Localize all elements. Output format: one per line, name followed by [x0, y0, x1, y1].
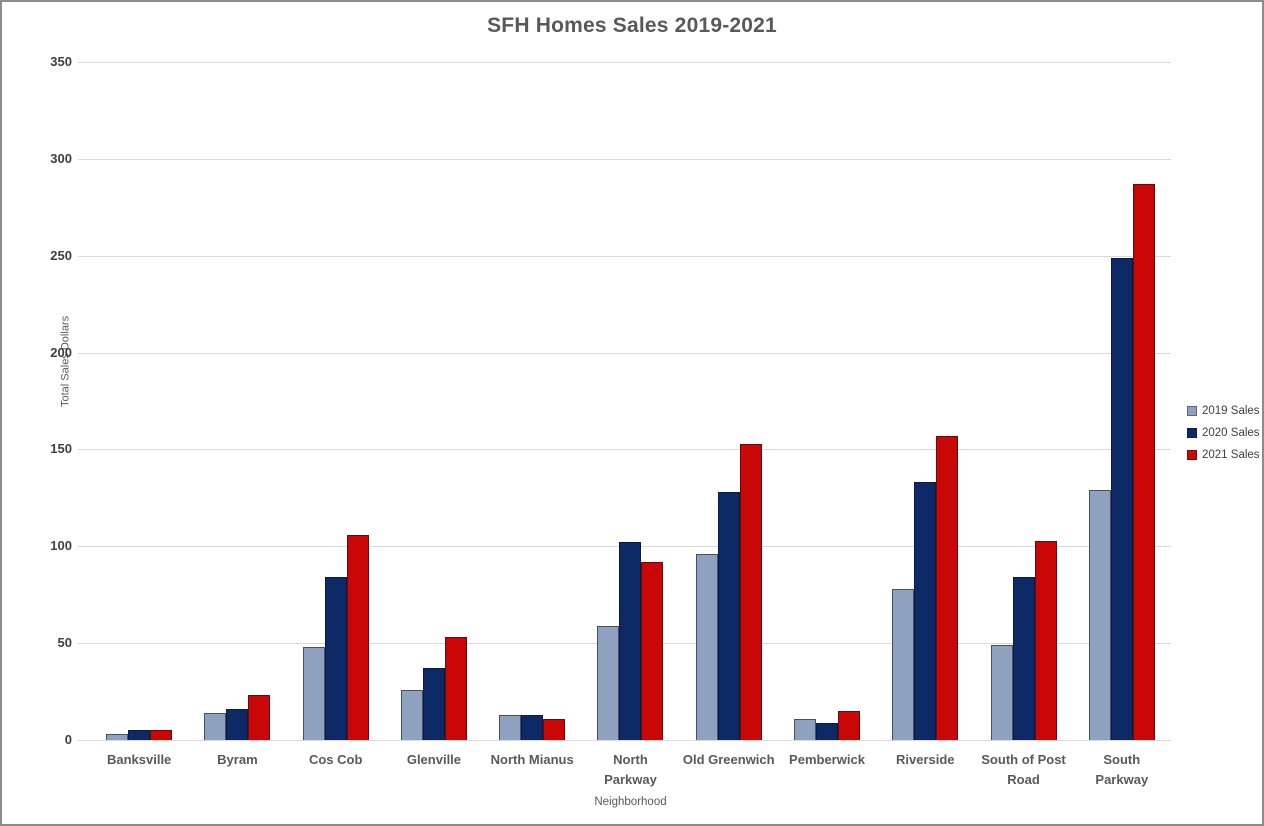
bar-2021-sales-pemberwick[interactable] — [837, 710, 860, 740]
category-label-north-parkway: North Parkway — [604, 752, 657, 788]
bar-2019-sales-north-parkway[interactable] — [597, 625, 620, 740]
x-axis-category-labels: Banksville Byram Cos Cob Glenville North Mia… — [90, 750, 1171, 790]
gridline-200 — [78, 352, 1171, 354]
category-label-banksville: Banksville — [106, 752, 172, 767]
bar-group-south-of-post-road — [974, 62, 1072, 740]
x-axis-title: Neighborhood — [594, 796, 667, 808]
bar-2020-sales-banksville[interactable] — [128, 730, 151, 740]
y-tick-label-0: 0 — [64, 732, 72, 747]
bar-2019-sales-banksville[interactable] — [106, 734, 129, 740]
category-label-pemberwick: Pemberwick — [789, 752, 865, 767]
y-tick-label-150: 150 — [50, 441, 72, 457]
bar-2021-sales-north-parkway[interactable] — [641, 561, 664, 740]
legend: 2019 Sales 2020 Sales 2021 Sales — [1187, 405, 1260, 461]
bar-2020-sales-pemberwick[interactable] — [815, 722, 838, 740]
bar-2021-sales-banksville[interactable] — [150, 730, 173, 740]
gridline-250 — [78, 255, 1171, 257]
bar-2020-sales-riverside[interactable] — [914, 482, 937, 740]
gridline-350 — [78, 62, 1171, 63]
category-label-glenville: Glenville — [406, 752, 462, 767]
legend-label: 2021 Sales — [1202, 449, 1260, 461]
bar-group-cos-cob — [287, 62, 385, 740]
gridline-0 — [78, 740, 1171, 741]
bar-2021-sales-cos-cob[interactable] — [346, 534, 369, 740]
bar-2020-sales-south-of-post-road[interactable] — [1012, 577, 1035, 740]
category-label-north-mianus: North Mianus — [490, 752, 574, 767]
bar-2019-sales-glenville[interactable] — [400, 689, 423, 740]
bar-2020-sales-glenville[interactable] — [422, 668, 445, 740]
y-axis-title: Total Sales Dollars — [59, 315, 72, 407]
bar-group-byram — [188, 62, 286, 740]
legend-label: 2020 Sales — [1202, 427, 1260, 439]
bar-2019-sales-byram[interactable] — [204, 712, 227, 740]
legend-swatch-icon — [1187, 406, 1197, 416]
bar-2020-sales-old-greenwich[interactable] — [717, 492, 740, 740]
bar-group-old-greenwich — [680, 62, 778, 740]
bar-2019-sales-south-parkway[interactable] — [1088, 490, 1111, 740]
bar-group-pemberwick — [778, 62, 876, 740]
bar-2019-sales-pemberwick[interactable] — [793, 718, 816, 740]
bar-2020-sales-byram[interactable] — [226, 709, 249, 740]
bar-2021-sales-north-mianus[interactable] — [543, 718, 566, 740]
bar-2021-sales-south-of-post-road[interactable] — [1034, 540, 1057, 740]
bar-2021-sales-glenville[interactable] — [444, 637, 467, 740]
bar-2019-sales-south-of-post-road[interactable] — [990, 645, 1013, 740]
bar-group-banksville — [90, 62, 188, 740]
y-tick-label-300: 300 — [50, 150, 72, 166]
bar-2020-sales-north-parkway[interactable] — [619, 542, 642, 740]
bar-2019-sales-north-mianus[interactable] — [499, 714, 522, 740]
category-label-south-of-post-road: South of Post Road — [981, 752, 1066, 788]
legend-item-2019-sales[interactable]: 2019 Sales — [1187, 405, 1260, 417]
y-tick-label-50: 50 — [57, 635, 72, 651]
bar-group-north-parkway — [581, 62, 679, 740]
gridline-150 — [78, 449, 1171, 451]
legend-item-2020-sales[interactable]: 2020 Sales — [1187, 427, 1260, 439]
bar-group-south-parkway — [1073, 62, 1171, 740]
category-label-byram: Byram — [217, 752, 258, 767]
gridline-300 — [78, 158, 1171, 160]
y-tick-label-350: 350 — [50, 54, 72, 69]
y-tick-label-200: 200 — [50, 344, 72, 360]
bar-2019-sales-riverside[interactable] — [892, 588, 915, 740]
category-label-cos-cob: Cos Cob — [308, 752, 363, 767]
bar-2021-sales-old-greenwich[interactable] — [739, 443, 762, 740]
legend-label: 2019 Sales — [1202, 405, 1260, 417]
bar-2021-sales-south-parkway[interactable] — [1132, 184, 1155, 740]
category-label-riverside: Riverside — [895, 752, 955, 767]
bar-group-glenville — [385, 62, 483, 740]
legend-item-2021-sales[interactable]: 2021 Sales — [1187, 449, 1260, 461]
bar-2021-sales-byram[interactable] — [248, 695, 271, 740]
y-tick-label-100: 100 — [50, 538, 72, 554]
chart-title[interactable]: SFH Homes Sales 2019-2021 — [487, 14, 777, 37]
bar-2020-sales-south-parkway[interactable] — [1110, 257, 1133, 740]
bar-2021-sales-riverside[interactable] — [936, 435, 959, 740]
legend-swatch-icon — [1187, 450, 1197, 460]
bar-2020-sales-north-mianus[interactable] — [521, 714, 544, 740]
y-tick-label-250: 250 — [50, 247, 72, 263]
category-label-south-parkway: South Parkway — [1095, 752, 1149, 788]
legend-swatch-icon — [1187, 428, 1197, 438]
bar-2019-sales-old-greenwich[interactable] — [695, 554, 718, 740]
bar-2019-sales-cos-cob[interactable] — [302, 647, 325, 740]
category-label-old-greenwich: Old Greenwich — [682, 752, 775, 767]
plot-area — [90, 62, 1171, 740]
bar-group-north-mianus — [483, 62, 581, 740]
bar-group-riverside — [876, 62, 974, 740]
bar-2020-sales-cos-cob[interactable] — [324, 577, 347, 740]
